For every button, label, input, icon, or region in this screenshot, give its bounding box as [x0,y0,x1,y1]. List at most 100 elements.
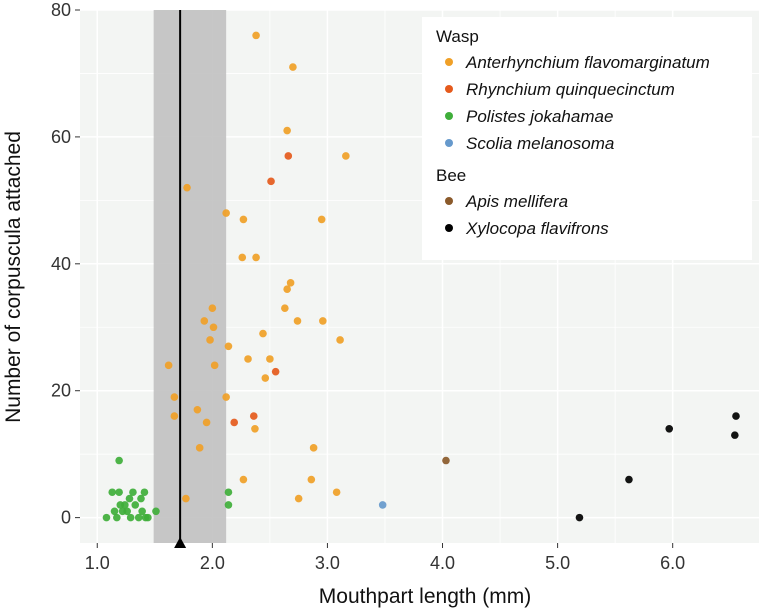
data-point [309,444,318,452]
data-point [208,304,217,313]
data-point [134,513,143,522]
data-point [121,501,129,509]
data-point [230,418,239,427]
legend-key [445,112,453,120]
y-axis-title: Number of corpuscula attached [2,131,25,423]
data-point [251,424,259,433]
legend-group-title: Bee [436,166,466,185]
data-point [293,317,302,325]
reference-triangle-marker [174,537,187,548]
data-point [252,31,260,40]
y-axis-ticks: 0 20 40 60 80 [51,0,80,528]
data-point [271,367,280,376]
x-tick-label: 6.0 [660,553,685,573]
data-point [378,501,387,509]
legend-key [445,224,453,232]
legend-label: Rhynchium quinquecinctum [466,80,675,99]
x-axis-ticks: 1.0 2.0 3.0 4.0 5.0 6.0 [85,543,685,573]
data-point [170,393,179,401]
reference-band [153,10,227,543]
data-point [131,501,140,509]
data-point [210,361,219,370]
data-point [183,183,191,192]
data-point [266,355,274,363]
legend-key [445,58,453,66]
data-point [123,507,131,516]
x-tick-label: 4.0 [430,553,455,573]
data-point [115,456,123,465]
data-point [244,355,252,363]
data-point [575,513,584,522]
y-tick-label: 60 [51,127,71,147]
data-point [342,152,350,160]
data-point [164,361,173,370]
data-point [193,405,202,414]
data-point [267,177,275,186]
data-point [110,507,119,516]
data-point [731,431,739,439]
data-point [239,215,248,224]
data-point [222,209,230,217]
data-point [195,444,204,452]
data-points [102,31,740,522]
data-point [732,412,740,420]
data-point [317,215,326,224]
data-point [283,126,291,135]
x-tick-label: 3.0 [315,553,340,573]
data-point [224,342,233,351]
data-point [281,304,289,313]
data-point [138,507,146,516]
data-point [289,63,297,71]
legend-box [422,17,752,260]
y-tick-label: 40 [51,254,71,274]
data-point [238,253,247,262]
data-point [336,336,344,344]
x-tick-label: 1.0 [85,553,110,573]
legend: Wasp Anterhynchium flavomarginatum Rhynchi… [422,17,752,260]
data-point [129,488,137,497]
x-tick-label: 2.0 [200,553,225,573]
data-point [209,323,218,332]
data-point [202,418,211,427]
legend-label: Scolia melanosoma [466,134,614,153]
legend-label: Anterhynchium flavomarginatum [465,53,710,72]
data-point [170,412,179,420]
data-point [115,488,123,497]
legend-key [445,197,453,205]
y-tick-label: 80 [51,0,71,20]
data-point [665,424,674,433]
data-point [144,513,152,522]
data-point [126,513,135,522]
data-point [625,475,633,484]
x-tick-label: 5.0 [545,553,570,573]
data-point [206,336,214,344]
data-point [113,513,121,522]
data-point [294,494,303,503]
data-point [125,494,134,503]
data-point [442,456,450,465]
data-point [252,253,260,262]
legend-label: Xylocopa flavifrons [465,219,609,238]
data-point [249,412,258,420]
data-point [102,513,111,522]
data-point [319,317,327,325]
data-point [332,488,341,497]
y-tick-label: 0 [61,508,71,528]
data-point [259,329,267,338]
x-axis-title: Mouthpart length (mm) [319,585,531,608]
legend-label: Apis mellifera [465,192,568,211]
data-point [307,475,316,484]
data-point [261,374,270,382]
data-point [200,317,209,325]
y-tick-label: 20 [51,381,71,401]
data-point [224,488,233,497]
data-point [284,152,293,160]
legend-label: Polistes jokahamae [466,107,613,126]
data-point [140,488,149,497]
data-point [108,488,117,497]
data-point [286,279,295,287]
data-point [152,507,160,516]
data-point [283,285,291,293]
legend-group-title: Wasp [436,27,479,46]
